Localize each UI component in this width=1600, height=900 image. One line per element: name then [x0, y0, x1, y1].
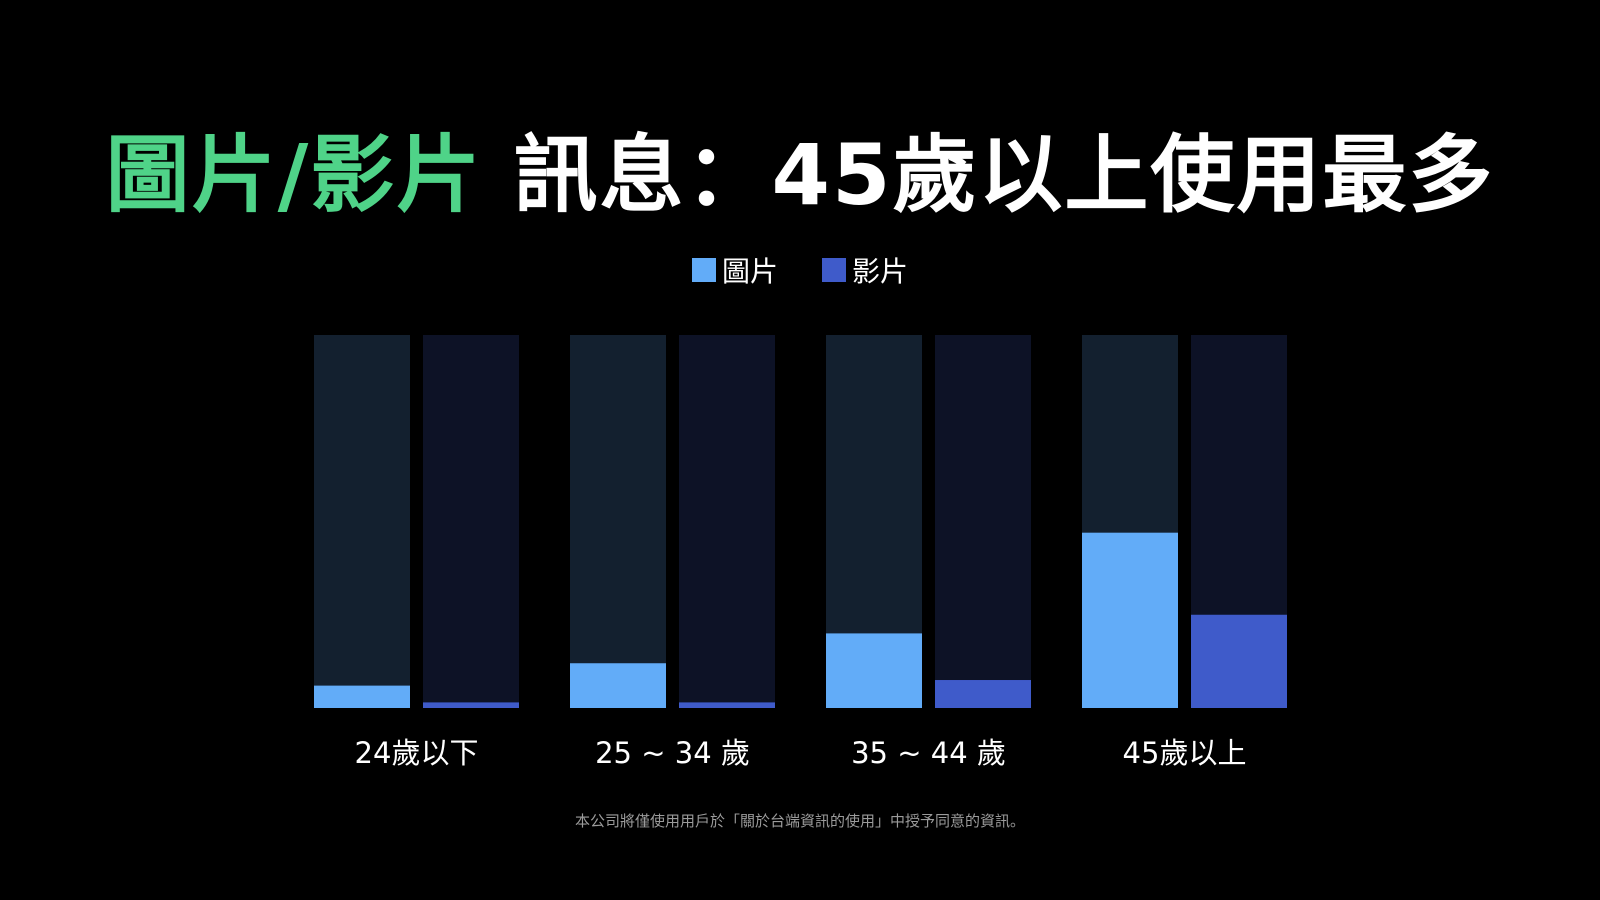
bar-track-image-1	[570, 335, 666, 708]
page-title: 圖片/影片 訊息：45歲以上使用最多	[0, 108, 1600, 229]
legend-item-image: 圖片	[691, 250, 778, 290]
footnote: 本公司將僅使用用戶於「關於台端資訊的使用」中授予同意的資訊。	[574, 812, 1025, 830]
legend-item-video: 影片	[822, 250, 908, 290]
bar-image-3	[1082, 532, 1178, 708]
bar-track-video-0	[423, 335, 519, 708]
bar-image-1	[570, 663, 666, 708]
bar-track-video-2	[935, 335, 1031, 708]
legend-label-video: 影片	[852, 255, 909, 288]
legend-swatch-image	[691, 258, 716, 282]
legend-label-image: 圖片	[721, 255, 778, 288]
title-highlight: 圖片/影片	[105, 126, 483, 224]
bar-track-video-1	[679, 335, 775, 708]
bar-image-0	[314, 685, 410, 708]
title-rest: 訊息：45歲以上使用最多	[482, 126, 1495, 224]
bar-track-image-0	[314, 335, 410, 708]
category-label-3: 45歲以上	[1123, 736, 1247, 770]
bar-video-1	[679, 702, 775, 708]
bar-video-2	[935, 680, 1031, 708]
category-label-2: 35 ~ 44 歲	[851, 736, 1006, 770]
legend-swatch-video	[822, 258, 846, 282]
bar-video-3	[1191, 614, 1287, 708]
chart-legend: 圖片 影片	[0, 250, 1600, 290]
bar-video-0	[423, 702, 519, 708]
category-label-0: 24歲以下	[355, 736, 479, 770]
category-label-1: 25 ~ 34 歲	[595, 736, 750, 770]
bar-image-2	[826, 633, 922, 708]
